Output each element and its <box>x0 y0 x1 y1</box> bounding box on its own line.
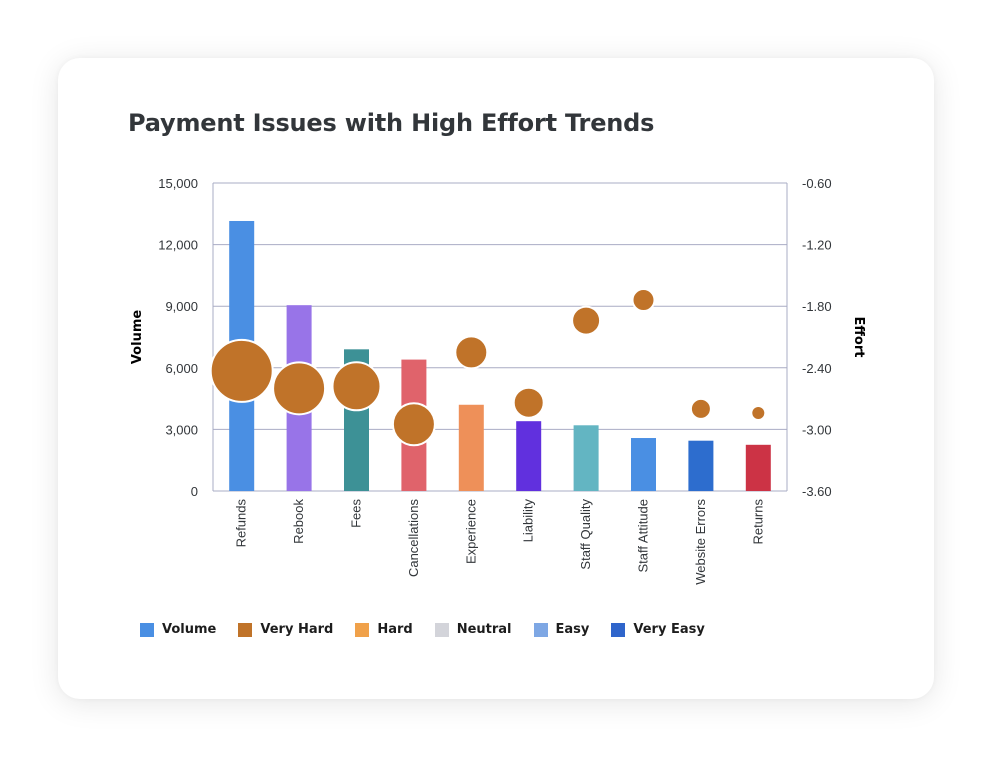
bubble-rebook <box>272 361 327 416</box>
x-tick-label: Staff Attitude <box>636 499 651 572</box>
x-tick-label: Staff Quality <box>578 499 593 570</box>
x-tick-label: Experience <box>463 499 478 564</box>
legend-item[interactable]: Very Hard <box>238 622 333 637</box>
x-tick-label: Website Errors <box>693 499 708 585</box>
legend-item[interactable]: Easy <box>533 622 590 637</box>
bar-experience <box>458 404 484 491</box>
bubble-returns <box>750 404 767 421</box>
bar-staff-attitude <box>631 438 656 491</box>
bar-liability <box>516 421 542 491</box>
chart-legend: Volume Very Hard Hard Neutral Easy Very Easy <box>140 622 705 637</box>
legend-label: Very Easy <box>633 622 705 637</box>
x-tick-label: Refunds <box>234 499 249 548</box>
y2-axis-title: Effort <box>851 317 866 358</box>
legend-swatch <box>355 622 370 637</box>
x-tick-label: Cancellations <box>406 499 421 578</box>
legend-label: Easy <box>555 622 590 637</box>
legend-swatch <box>533 622 548 637</box>
legend-swatch <box>140 622 154 637</box>
y-tick-label: 9,000 <box>165 299 198 314</box>
y2-tick-label: -3.60 <box>802 484 832 499</box>
chart-plot: 0 -3.60 3,000 -3.00 6,000 -2.40 9,000 -1.80 12,0… <box>130 176 866 585</box>
bar-website-errors <box>688 440 714 491</box>
legend-swatch <box>611 622 626 637</box>
x-tick-label: Rebook <box>291 499 306 544</box>
y-tick-label: 3,000 <box>165 422 198 437</box>
y-tick-label: 12,000 <box>158 238 198 253</box>
y-tick-label: 15,000 <box>158 176 198 191</box>
legend-item[interactable]: Very Easy <box>611 622 705 637</box>
chart-card: Payment Issues with High Effort Trends 0… <box>58 58 934 699</box>
y-tick-label: 0 <box>191 484 198 499</box>
y2-tick-label: -3.00 <box>802 422 832 437</box>
bubble-experience <box>454 335 489 370</box>
y2-tick-label: -0.60 <box>802 176 832 191</box>
chart-title: Payment Issues with High Effort Trends <box>128 109 655 137</box>
bubble-refunds <box>209 338 274 403</box>
legend-label: Very Hard <box>260 622 334 637</box>
legend-label: Neutral <box>456 622 512 637</box>
legend-item[interactable]: Volume <box>140 622 216 637</box>
y-tick-label: 6,000 <box>165 361 198 376</box>
bar-staff-quality <box>573 425 599 491</box>
bubble-liability <box>512 386 545 419</box>
legend-item[interactable]: Neutral <box>434 622 512 637</box>
y2-tick-label: -2.40 <box>802 361 832 376</box>
bubble-website-errors <box>689 397 712 420</box>
bubble-staff-quality <box>571 305 602 336</box>
y2-tick-label: -1.80 <box>802 299 832 314</box>
bubble-cancellations <box>391 402 436 447</box>
x-tick-label: Liability <box>521 499 536 543</box>
legend-label: Volume <box>162 622 217 637</box>
legend-label: Hard <box>377 622 413 637</box>
bubble-fees <box>331 361 382 412</box>
bar-returns <box>745 444 771 491</box>
y-axis-title: Volume <box>130 310 145 365</box>
bubble-staff-attitude <box>631 288 656 313</box>
legend-swatch <box>238 622 253 637</box>
legend-swatch <box>434 622 449 637</box>
y2-tick-label: -1.20 <box>802 238 832 253</box>
legend-item[interactable]: Hard <box>355 622 413 637</box>
x-tick-label: Returns <box>750 499 765 545</box>
x-tick-label: Fees <box>349 499 364 528</box>
